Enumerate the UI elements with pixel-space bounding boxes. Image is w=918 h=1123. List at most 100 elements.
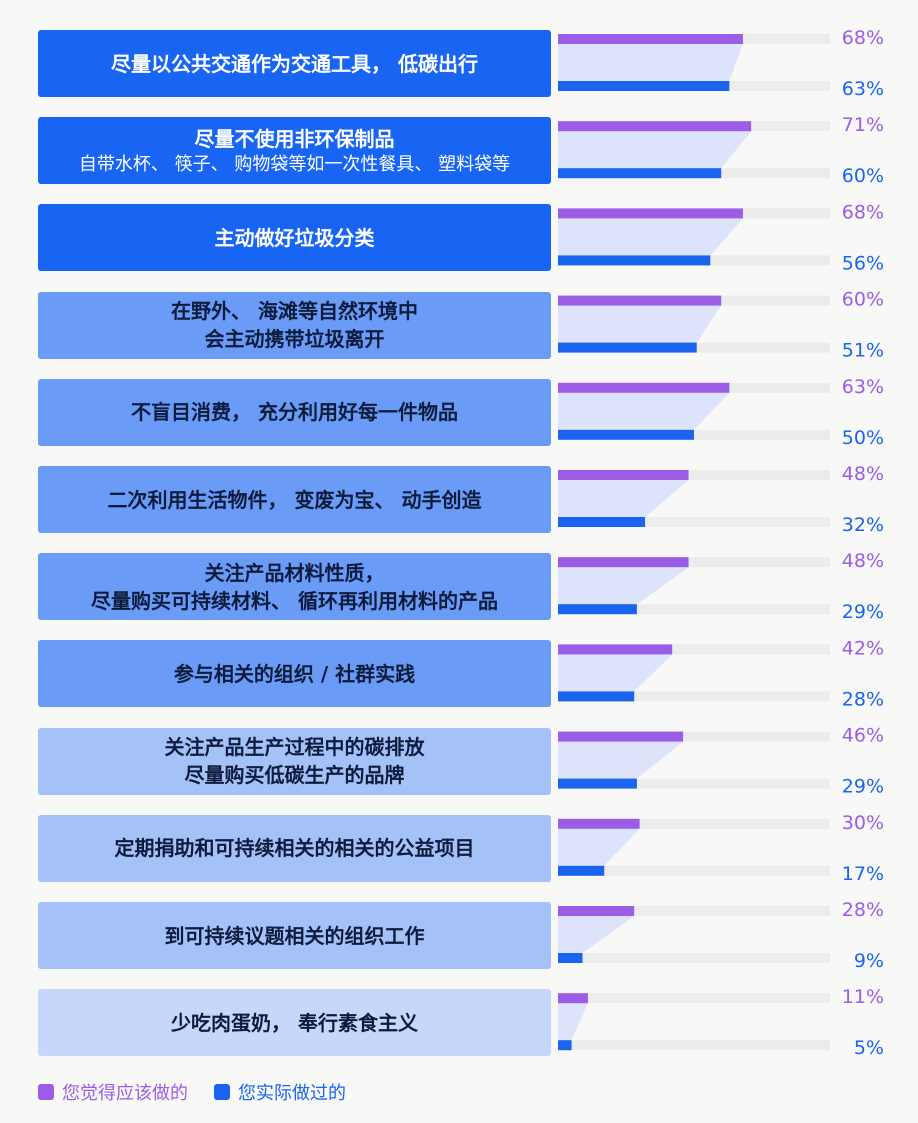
legend-label-should: 您觉得应该做的 [62,1083,188,1104]
bar-should [558,295,722,306]
connector-band [558,305,722,343]
category-label-text: 会主动携带垃圾离开 [204,327,385,352]
value-label-did: 63% [842,78,884,100]
category-label-text: 到可持续议题相关的组织工作 [164,923,425,948]
bar-did [558,342,697,353]
category-label-text: 二次利用生活物件， 变废为宝、 动手创造 [107,487,482,512]
value-label-did: 5% [854,1037,884,1059]
bar-should [558,208,743,219]
category-label-box: 不盲目消费， 充分利用好每一件物品 [38,378,551,446]
connector-band [558,131,752,169]
bar-track [558,604,830,615]
bar-track [558,517,830,527]
value-label-should: 42% [842,637,884,659]
value-label-did: 32% [842,514,884,536]
connector-band [558,1003,588,1041]
legend-item-did: 您实际做过的 [214,1079,346,1105]
category-label-box: 二次利用生活物件， 变废为宝、 动手创造 [38,466,551,533]
category-label-box: 定期捐助和可持续相关的相关的公益项目 [38,814,551,882]
bar-did [558,429,694,440]
category-label-text: 参与相关的组织 / 社群实践 [173,661,416,686]
bar-track [558,993,830,1004]
bar-track [558,691,830,702]
category-label-text: 定期捐助和可持续相关的相关的公益项目 [114,836,475,861]
category-label-box: 少吃肉蛋奶， 奉行素食主义 [38,989,551,1057]
category-label-text: 尽量购买低碳生产的品牌 [184,763,405,788]
bar-track [558,557,830,568]
bar-track [558,778,830,789]
legend: 您觉得应该做的 您实际做过的 [38,1079,372,1105]
legend-swatch-did [214,1084,230,1100]
bar-did [558,168,722,179]
connector-band [558,218,743,256]
connector-band [558,567,689,605]
legend-swatch-should [38,1084,54,1100]
category-label-subtext: 自带水杯、 筷子、 购物袋等如一次性餐具、 塑料袋等 [78,153,511,175]
bar-track [558,906,830,916]
category-label-text: 不盲目消费， 充分利用好每一件物品 [131,400,458,425]
bar-did [558,1040,572,1051]
legend-label-did: 您实际做过的 [238,1083,346,1104]
value-label-should: 11% [842,986,884,1008]
connector-band [558,480,689,517]
category-label-text: 尽量以公共交通作为交通工具， 低碳出行 [111,51,478,76]
bar-should [558,993,588,1004]
category-label-box: 关注产品生产过程中的碳排放 尽量购买低碳生产的品牌 [38,727,551,795]
connector-band [558,44,743,81]
bar-did [558,81,730,91]
category-label-box: 尽量以公共交通作为交通工具， 低碳出行 [38,30,551,97]
bar-track [558,470,830,480]
value-label-should: 48% [842,463,884,485]
bar-should [558,34,743,44]
bar-track [558,818,830,829]
bar-did [558,604,637,615]
connector-band [558,916,635,953]
bar-should [558,644,673,655]
bar-did [558,953,583,963]
category-label-box: 在野外、 海滩等自然环境中 会主动携带垃圾离开 [38,291,551,359]
category-label-box: 主动做好垃圾分类 [38,204,551,272]
bar-should [558,818,640,829]
category-label-text: 尽量不使用非环保制品 [194,126,395,151]
bar-track [558,1040,830,1051]
category-label-text: 在野外、 海滩等自然环境中 [171,299,418,324]
value-label-should: 30% [842,812,884,834]
bar-should [558,470,689,480]
value-label-did: 56% [842,252,884,274]
bar-track [558,731,830,742]
value-label-should: 48% [842,550,884,572]
value-label-did: 51% [842,340,884,362]
connector-band [558,654,673,692]
connector-band [558,828,640,866]
value-label-should: 68% [842,201,884,223]
bar-track [558,865,830,876]
value-label-did: 29% [842,601,884,623]
bar-should [558,731,684,742]
value-label-should: 63% [842,376,884,398]
category-label-text: 少吃肉蛋奶， 奉行素食主义 [171,1010,418,1035]
bar-should [558,382,730,393]
value-label-did: 9% [854,950,884,972]
value-label-should: 60% [842,289,884,311]
value-label-should: 68% [842,27,884,49]
bar-track [558,644,830,655]
category-label-box: 参与相关的组织 / 社群实践 [38,640,551,708]
value-label-should: 28% [842,899,884,921]
category-label-box: 尽量不使用非环保制品 自带水杯、 筷子、 购物袋等如一次性餐具、 塑料袋等 [38,117,551,185]
value-label-did: 29% [842,776,884,798]
value-label-did: 17% [842,863,884,885]
category-label-text: 关注产品材料性质， [204,560,385,585]
bar-did [558,691,635,702]
bar-did [558,517,646,527]
bar-did [558,865,605,876]
value-label-did: 60% [842,165,884,187]
category-label-text: 尽量购买可持续材料、 循环再利用材料的产品 [91,588,498,613]
bar-should [558,121,752,132]
category-label-box: 到可持续议题相关的组织工作 [38,902,551,969]
value-label-did: 50% [842,427,884,449]
category-label-text: 关注产品生产过程中的碳排放 [164,735,425,760]
connector-band [558,741,684,779]
value-label-should: 71% [842,114,884,136]
bar-did [558,255,711,266]
